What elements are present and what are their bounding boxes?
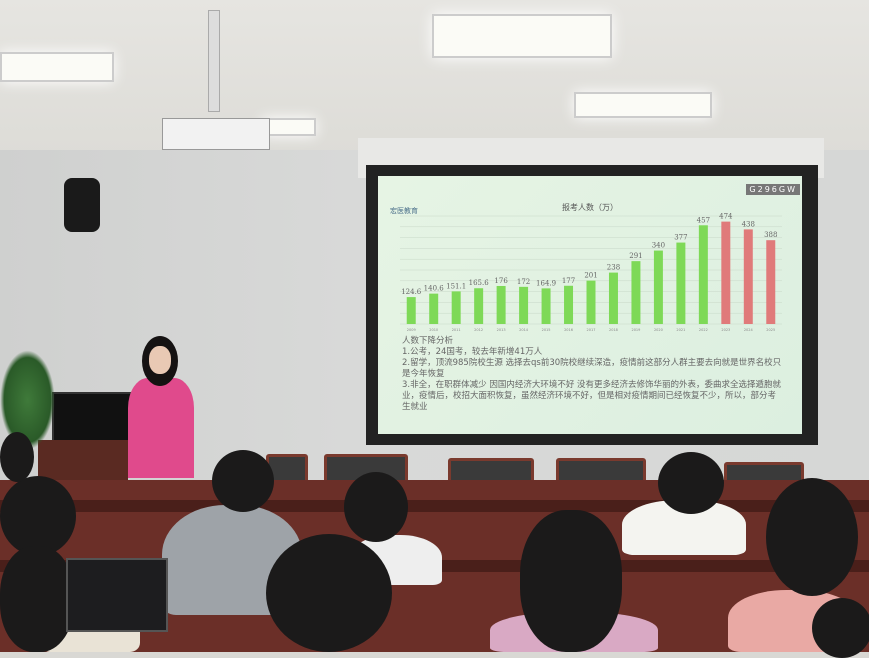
data-label: 140.6 [424, 285, 445, 293]
student-head [344, 472, 408, 542]
bar-chart: 124.6 2009 140.6 2010 151.1 2011 165.6 2012 176 2… [400, 213, 782, 332]
data-label: 151.1 [446, 282, 466, 290]
x-tick-label: 2010 [429, 328, 438, 332]
bar [541, 288, 551, 324]
student-head [0, 476, 76, 556]
laptop [66, 558, 168, 632]
note-line: 2.留学，顶流985院校生源 选择去qs前30院校继续深造，疫情前这部分人群主要… [402, 358, 782, 379]
bar [496, 285, 506, 324]
x-tick-label: 2014 [519, 328, 529, 332]
x-tick-label: 2009 [407, 328, 416, 332]
x-tick-label: 2011 [452, 328, 461, 332]
chart-title: 报考人数（万） [562, 203, 618, 212]
student-head [0, 432, 34, 482]
data-label: 177 [562, 277, 575, 285]
x-tick-label: 2013 [497, 328, 506, 332]
x-tick-label: 2023 [721, 328, 730, 332]
bar [743, 229, 753, 324]
bar [564, 285, 574, 324]
x-tick-label: 2016 [564, 328, 573, 332]
projector [162, 118, 270, 150]
x-tick-label: 2018 [609, 328, 618, 332]
data-label: 340 [652, 242, 665, 250]
data-label: 176 [494, 277, 508, 285]
data-label: 164.9 [536, 279, 556, 287]
bar [631, 261, 641, 324]
data-label: 238 [607, 264, 620, 272]
data-label: 291 [629, 252, 642, 260]
bar [406, 297, 416, 324]
x-tick-label: 2019 [631, 328, 640, 332]
x-tick-label: 2025 [766, 328, 775, 332]
x-tick-label: 2020 [654, 328, 663, 332]
bar [766, 240, 776, 324]
note-line: 1.公考，24国考，较去年新增41万人 [402, 347, 543, 357]
data-label: 124.6 [401, 288, 422, 296]
logo: 宏医教育 [390, 207, 418, 215]
student-head [212, 450, 274, 512]
bar [451, 291, 461, 324]
bar [519, 286, 529, 324]
ceiling-light [0, 52, 114, 82]
bar [608, 272, 618, 324]
data-label: 388 [764, 231, 777, 239]
bar [586, 280, 596, 324]
notes-heading: 人数下降分析 [402, 336, 454, 346]
x-tick-label: 2021 [676, 328, 685, 332]
slide-notes: 人数下降分析 1.公考，24国考，较去年新增41万人 2.留学，顶流985院校生… [402, 336, 782, 413]
speaker [64, 178, 100, 232]
desk-edge [0, 500, 869, 512]
monitor [52, 392, 138, 444]
x-tick-label: 2017 [587, 328, 596, 332]
student-head [0, 546, 74, 652]
bar [721, 221, 731, 324]
watermark-code: G296GW [746, 184, 800, 195]
slide: 宏医教育 G296GW 报考人数（万） 124.6 2009 140.6 2010 15… [378, 176, 802, 434]
data-label: 201 [584, 272, 597, 280]
ceiling-light [262, 118, 316, 136]
x-tick-label: 2012 [474, 328, 483, 332]
data-label: 377 [674, 234, 687, 242]
x-tick-label: 2015 [542, 328, 551, 332]
student-head [812, 598, 869, 658]
student-head [658, 452, 724, 514]
projector-mount [208, 10, 220, 112]
bar [474, 288, 484, 324]
bar [653, 250, 663, 324]
data-label: 438 [742, 220, 755, 228]
data-label: 165.6 [469, 279, 490, 287]
speaker-person [128, 378, 194, 478]
speaker-face [149, 346, 171, 374]
ceiling-light [432, 14, 612, 58]
data-label: 457 [697, 216, 710, 224]
bar [429, 293, 439, 324]
bar [698, 225, 708, 324]
student-head [766, 478, 858, 596]
ceiling-light [574, 92, 712, 118]
x-tick-label: 2024 [744, 328, 754, 332]
student-head [266, 534, 392, 652]
student-head [520, 510, 622, 652]
data-label: 474 [719, 213, 733, 221]
bar [676, 242, 686, 324]
x-tick-label: 2022 [699, 328, 708, 332]
note-line: 3.非全，在职群体减少 因国内经济大环境不好 没有更多经济去修饰华丽的外表，委曲… [402, 380, 782, 412]
data-label: 172 [517, 278, 530, 286]
